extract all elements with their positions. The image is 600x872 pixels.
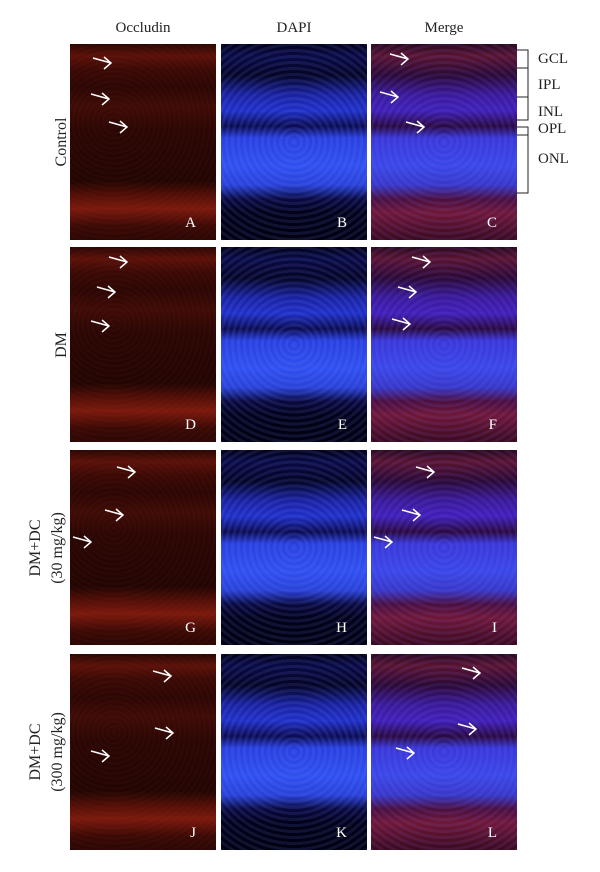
arrow [90, 749, 111, 763]
arrow [415, 465, 436, 479]
arrow [389, 52, 410, 66]
micrograph-panel: D [70, 247, 216, 442]
micrograph-panel: B [221, 44, 367, 240]
panel-letter: D [185, 417, 196, 433]
panel-letter: H [336, 620, 347, 636]
arrow [405, 120, 426, 134]
micrograph-panel: F [371, 247, 517, 442]
panel-letter: E [337, 417, 347, 433]
panel-letter: J [190, 825, 196, 841]
arrow [108, 120, 129, 134]
layer-label: OPL [538, 121, 567, 137]
micrograph-panel: J [70, 654, 216, 850]
micrograph-panel: L [371, 654, 517, 850]
arrow [395, 746, 416, 760]
layer-label: GCL [538, 51, 568, 67]
arrow [411, 255, 432, 269]
micrograph-panel: C [371, 44, 517, 240]
panel-letter: A [185, 215, 196, 231]
arrow [108, 255, 129, 269]
arrow [116, 465, 137, 479]
arrow [96, 285, 117, 299]
panel-letter: L [487, 825, 497, 841]
arrow [391, 317, 412, 331]
panel-letter: F [488, 417, 497, 433]
panel-letter: G [185, 620, 196, 636]
layer-label: ONL [538, 151, 569, 167]
arrow [397, 285, 418, 299]
panel-letter: I [492, 620, 497, 636]
micrograph-panel: A [70, 44, 216, 240]
arrow [401, 508, 422, 522]
column-header: Occludin [115, 20, 171, 36]
arrow [461, 666, 482, 680]
arrow [154, 726, 175, 740]
row-label: (30 mg/kg) [49, 511, 66, 584]
row-label: DM+DC [27, 723, 44, 781]
arrow [92, 56, 113, 70]
row-label: Control [53, 117, 70, 167]
micrograph-panel: G [70, 450, 216, 645]
arrow [90, 92, 111, 106]
column-header: DAPI [276, 20, 312, 36]
arrow [457, 722, 478, 736]
micrograph-panel: E [221, 247, 367, 442]
arrow [72, 535, 93, 549]
row-label: (300 mg/kg) [49, 712, 66, 792]
arrow [373, 535, 394, 549]
arrow [379, 90, 400, 104]
micrograph-panel: I [371, 450, 517, 645]
panel-letter: C [486, 215, 497, 231]
panel-letter: K [336, 825, 347, 841]
row-label: DM [53, 331, 70, 358]
panel-letter: B [336, 215, 347, 231]
layer-label: INL [538, 104, 563, 120]
micrograph-panel: K [221, 654, 367, 850]
row-label: DM+DC [27, 518, 44, 577]
arrow [152, 669, 173, 683]
column-header: Merge [424, 20, 464, 36]
arrow [104, 508, 125, 522]
arrow [90, 319, 111, 333]
layer-label: IPL [538, 77, 561, 93]
micrograph-panel: H [221, 450, 367, 645]
